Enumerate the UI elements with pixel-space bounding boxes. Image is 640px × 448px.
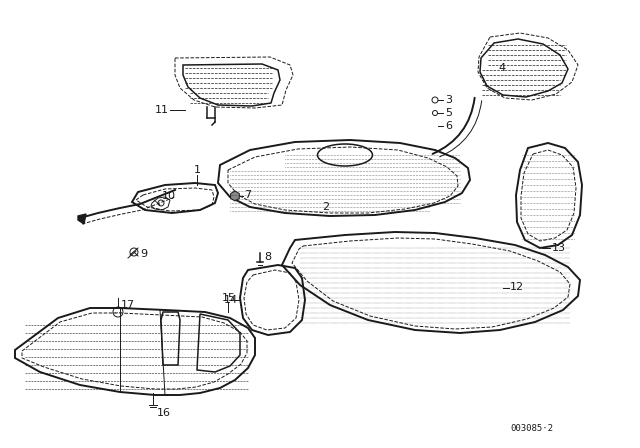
Polygon shape bbox=[78, 214, 86, 224]
Text: 2: 2 bbox=[322, 202, 329, 212]
Text: 6: 6 bbox=[445, 121, 452, 131]
Text: 1: 1 bbox=[194, 165, 201, 175]
Text: 10: 10 bbox=[162, 191, 176, 201]
Text: 4: 4 bbox=[498, 63, 505, 73]
Text: 16: 16 bbox=[157, 408, 171, 418]
Text: 9: 9 bbox=[140, 249, 147, 259]
Text: 5: 5 bbox=[445, 108, 452, 118]
Text: 15: 15 bbox=[222, 293, 236, 303]
Text: 13: 13 bbox=[552, 243, 566, 253]
Text: 7: 7 bbox=[244, 190, 251, 200]
Text: 17: 17 bbox=[121, 300, 135, 310]
Text: 12: 12 bbox=[510, 282, 524, 292]
Text: 003085·2: 003085·2 bbox=[510, 423, 553, 432]
Text: 14: 14 bbox=[224, 295, 238, 305]
Text: 3: 3 bbox=[445, 95, 452, 105]
Text: 8: 8 bbox=[264, 252, 271, 262]
Text: 11: 11 bbox=[155, 105, 169, 115]
